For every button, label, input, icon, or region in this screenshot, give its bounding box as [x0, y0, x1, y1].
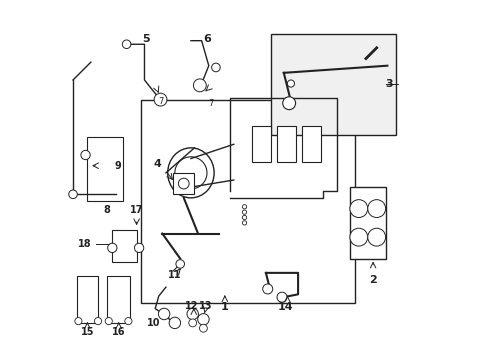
Circle shape	[211, 63, 220, 72]
Text: 7: 7	[158, 97, 163, 106]
Ellipse shape	[175, 157, 206, 189]
Circle shape	[197, 314, 209, 325]
Bar	[271, 33, 395, 135]
Text: 5: 5	[142, 34, 150, 44]
Circle shape	[186, 308, 198, 320]
Circle shape	[242, 215, 246, 220]
Bar	[276, 126, 296, 162]
Text: 18: 18	[78, 239, 91, 249]
Circle shape	[69, 190, 77, 199]
Circle shape	[188, 319, 196, 327]
Circle shape	[154, 93, 166, 106]
Bar	[349, 187, 385, 258]
Circle shape	[176, 260, 184, 268]
Text: 16: 16	[112, 327, 125, 337]
Circle shape	[242, 204, 246, 209]
Circle shape	[178, 178, 189, 189]
Circle shape	[105, 318, 112, 325]
Circle shape	[107, 243, 117, 252]
Text: 12: 12	[184, 301, 198, 311]
Text: 13: 13	[199, 301, 212, 311]
Circle shape	[287, 80, 294, 87]
Text: 3: 3	[385, 78, 392, 89]
Bar	[112, 230, 137, 262]
Bar	[87, 137, 123, 202]
Circle shape	[122, 40, 131, 49]
Circle shape	[169, 317, 180, 329]
Circle shape	[94, 318, 102, 325]
Bar	[301, 126, 321, 162]
Circle shape	[367, 228, 385, 246]
Text: 4: 4	[153, 159, 161, 169]
Text: 10: 10	[146, 318, 160, 328]
Ellipse shape	[167, 148, 214, 198]
Text: 1: 1	[221, 302, 228, 312]
Circle shape	[349, 228, 367, 246]
Text: 8: 8	[103, 205, 110, 215]
Circle shape	[282, 97, 295, 110]
Circle shape	[242, 221, 246, 225]
Bar	[107, 276, 130, 323]
Text: 14: 14	[277, 302, 293, 312]
Circle shape	[349, 200, 367, 217]
Bar	[173, 173, 194, 194]
Circle shape	[134, 243, 143, 252]
Circle shape	[75, 318, 82, 325]
Text: 15: 15	[81, 327, 94, 337]
Text: 9: 9	[114, 161, 121, 171]
Text: 2: 2	[368, 275, 376, 285]
Text: 17: 17	[130, 205, 143, 215]
Circle shape	[242, 210, 246, 214]
Text: 11: 11	[168, 270, 181, 280]
Bar	[251, 126, 271, 162]
Text: 7: 7	[207, 99, 213, 108]
Bar	[141, 100, 354, 303]
Circle shape	[262, 284, 272, 294]
Circle shape	[199, 324, 207, 332]
Circle shape	[276, 292, 286, 302]
Circle shape	[81, 150, 90, 159]
Circle shape	[158, 308, 169, 320]
Text: 6: 6	[203, 34, 210, 44]
Bar	[77, 276, 98, 323]
Circle shape	[193, 79, 206, 92]
Circle shape	[367, 200, 385, 217]
Circle shape	[124, 318, 132, 325]
